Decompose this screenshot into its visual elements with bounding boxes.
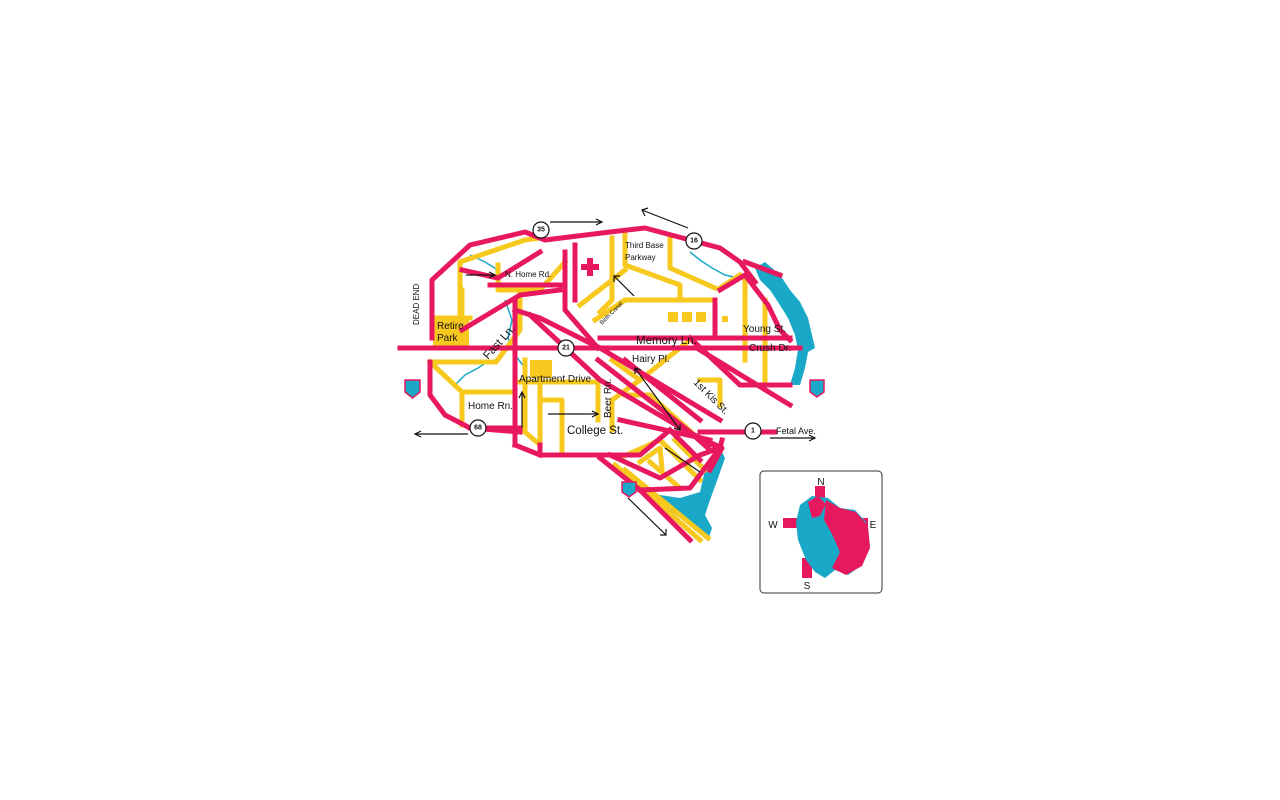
label-retire-park-1: Retire xyxy=(437,321,464,332)
route-marker-68: 68 xyxy=(469,419,487,437)
svg-text:16: 16 xyxy=(690,238,698,245)
label-memory-ln: Memory Ln. xyxy=(636,335,697,347)
compass-rose: N E S W xyxy=(759,470,883,594)
major-roads xyxy=(397,225,803,544)
label-apartment-drive: Apartment Drive xyxy=(519,374,592,385)
label-college-st: College St. xyxy=(567,425,623,437)
label-fetal-ave: Fetal Ave. xyxy=(776,426,816,436)
route-marker-35: 35 xyxy=(532,221,550,239)
label-1st-kis-st: 1st Kis St. xyxy=(691,377,731,417)
label-third-base-parkway-1: Third Base xyxy=(625,241,664,250)
route-marker-1: 1 xyxy=(744,422,762,440)
compass-e: E xyxy=(870,520,877,531)
interstate-shield-icon xyxy=(404,379,825,498)
svg-text:21: 21 xyxy=(562,345,570,352)
svg-text:35: 35 xyxy=(537,227,545,234)
label-retire-park-2: Park xyxy=(437,333,459,344)
direction-arrows xyxy=(413,207,817,536)
route-marker-21: 21 xyxy=(557,339,575,357)
svg-text:1: 1 xyxy=(751,428,755,435)
compass-n: N xyxy=(817,477,824,488)
label-beer-rn: Beer Rn. xyxy=(603,379,614,418)
label-hairy-pl: Hairy Pl. xyxy=(632,354,670,365)
label-n-home-rd: N. Home Rd. xyxy=(505,270,551,279)
label-dead-end: DEAD END xyxy=(412,283,421,325)
svg-text:68: 68 xyxy=(474,425,482,432)
label-home-rn: Home Rn. xyxy=(468,401,513,412)
water-features xyxy=(454,251,815,540)
compass-s: S xyxy=(804,581,811,592)
label-young-st: Young St. xyxy=(743,324,786,335)
hospital-cross-icon xyxy=(581,258,599,276)
label-third-base-parkway-2: Parkway xyxy=(625,253,656,262)
label-crush-dr: Crush Dr. xyxy=(749,343,791,354)
minor-roads xyxy=(426,229,768,544)
heart-compass-icon xyxy=(796,496,870,578)
route-marker-16: 16 xyxy=(685,232,703,250)
compass-w: W xyxy=(768,520,778,531)
